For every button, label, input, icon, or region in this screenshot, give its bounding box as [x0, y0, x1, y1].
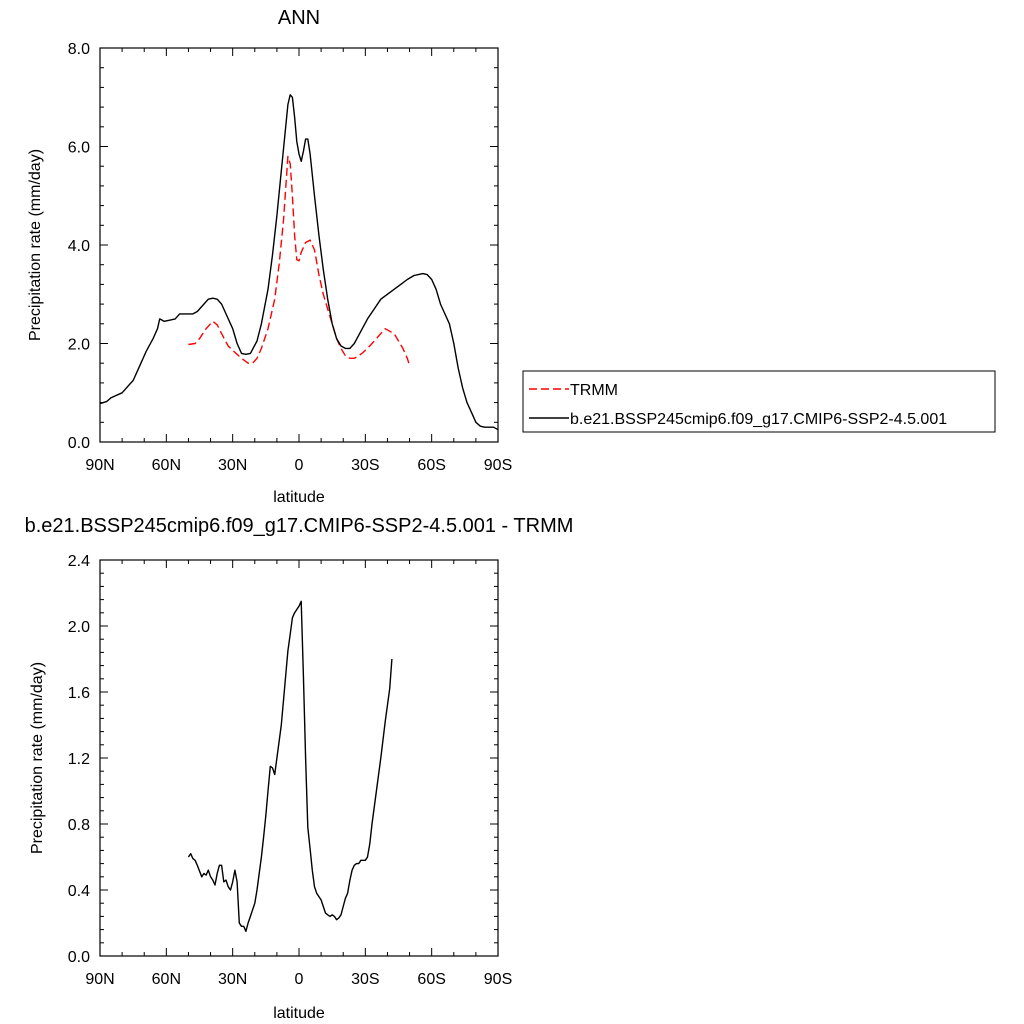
- plot-frame: [99, 559, 499, 957]
- x-tick-label: 60N: [152, 457, 181, 474]
- x-tick-label: 30S: [351, 457, 379, 474]
- y-tick-label: 4.0: [68, 238, 90, 255]
- x-axis-label: latitude: [273, 1005, 325, 1022]
- x-tick-label: 90S: [484, 971, 512, 988]
- x-tick-label: 60S: [417, 971, 445, 988]
- legend: TRMM b.e21.BSSP245cmip6.f09_g17.CMIP6-SSP…: [522, 370, 996, 433]
- y-axis-label: Precipitation rate (mm/day): [29, 662, 46, 854]
- x-axis-label: latitude: [273, 489, 325, 506]
- chart-title: b.e21.BSSP245cmip6.f09_g17.CMIP6-SSP2-4.…: [25, 515, 574, 537]
- y-tick-label: 8.0: [68, 41, 90, 58]
- y-tick-label: 0.0: [68, 435, 90, 452]
- y-axis-label: Precipitation rate (mm/day): [27, 149, 44, 341]
- plot-frame: [99, 47, 499, 443]
- x-tick-label: 0: [295, 971, 304, 988]
- legend-label: TRMM: [570, 382, 618, 399]
- x-tick-label: 0: [295, 457, 304, 474]
- legend-box: [522, 370, 996, 433]
- chart-title: ANN: [278, 7, 320, 29]
- x-tick-label: 30N: [218, 971, 247, 988]
- panel-model-minus-trmm: b.e21.BSSP245cmip6.f09_g17.CMIP6-SSP2-4.…: [25, 515, 574, 1022]
- x-tick-label: 30S: [351, 971, 379, 988]
- y-tick-label: 2.4: [68, 553, 90, 570]
- y-tick-label: 2.0: [68, 619, 90, 636]
- x-tick-label: 60N: [152, 971, 181, 988]
- y-tick-label: 6.0: [68, 140, 90, 157]
- y-tick-label: 0.8: [68, 817, 90, 834]
- y-tick-label: 0.4: [68, 883, 90, 900]
- series-line-trmm: [188, 155, 411, 366]
- y-tick-label: 2.0: [68, 337, 90, 354]
- legend-label: b.e21.BSSP245cmip6.f09_g17.CMIP6-SSP2-4.…: [570, 411, 947, 428]
- y-tick-label: 1.6: [68, 685, 90, 702]
- y-tick-label: 0.0: [68, 949, 90, 966]
- x-tick-label: 90N: [85, 457, 114, 474]
- x-tick-label: 60S: [417, 457, 445, 474]
- x-tick-label: 30N: [218, 457, 247, 474]
- x-tick-label: 90S: [484, 457, 512, 474]
- series-line-difference: [187, 600, 393, 932]
- x-tick-label: 90N: [85, 971, 114, 988]
- series-line-b-e21-bssp245cmip6-f09-g17-cmip6-ssp2-4-5-001: [99, 94, 499, 431]
- y-tick-label: 1.2: [68, 751, 90, 768]
- panel-annual-precipitation: ANN 90N 60N 30N 0 30S 60S 90S 0.0 2.0 4.0 6.0 8.0 lat…: [27, 7, 996, 506]
